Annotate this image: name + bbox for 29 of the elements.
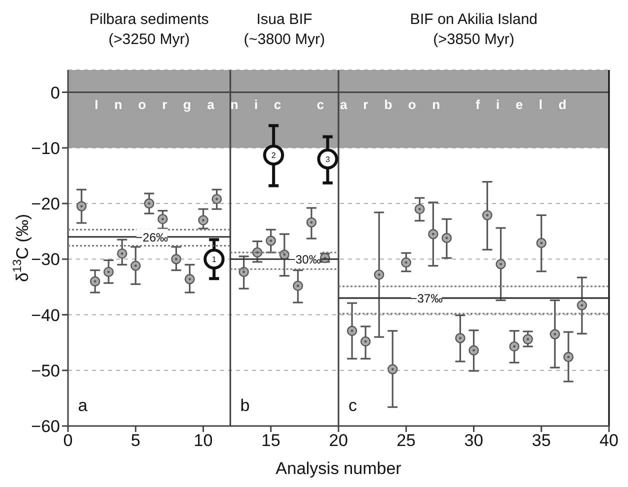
text: Pilbara sediments (>3250 Myr) [88,10,210,50]
x-tick-label: 40 [600,431,618,450]
y-tick-label: −50 [31,361,60,380]
text: BIF on Akilia Island (>3850 Myr) [408,10,539,50]
y-tick-label: −10 [31,138,60,158]
annotation: b [240,396,250,416]
annotation: 2 [271,151,276,160]
text: Isua BIF (~3800 Myr) [244,11,326,48]
y-tick-label: −30 [31,250,60,270]
annotation: −37‰ [410,292,443,306]
x-tick-label: 0 [63,431,73,450]
y-tick-label: −40 [31,306,60,325]
x-tick-label: 10 [194,431,213,450]
x-tick-label: 5 [130,431,140,450]
y-tick-label: −60 [31,417,60,436]
x-axis-title: Analysis number [276,459,402,478]
y-tick-label: −20 [31,194,60,214]
x-tick-label: 30 [464,431,484,450]
y-tick-label: 0 [50,83,60,102]
x-tick-label: 25 [396,431,416,450]
x-tick-label: 20 [329,431,348,450]
annotation: −26‰ [136,230,168,244]
annotation: a [78,396,88,416]
annotation: −30‰ [288,252,321,267]
annotation: 3 [325,155,330,164]
x-tick-label: 35 [532,431,551,450]
annotation: 1 [212,255,217,264]
annotation: c [348,396,357,416]
x-tick-label: 15 [261,431,280,450]
